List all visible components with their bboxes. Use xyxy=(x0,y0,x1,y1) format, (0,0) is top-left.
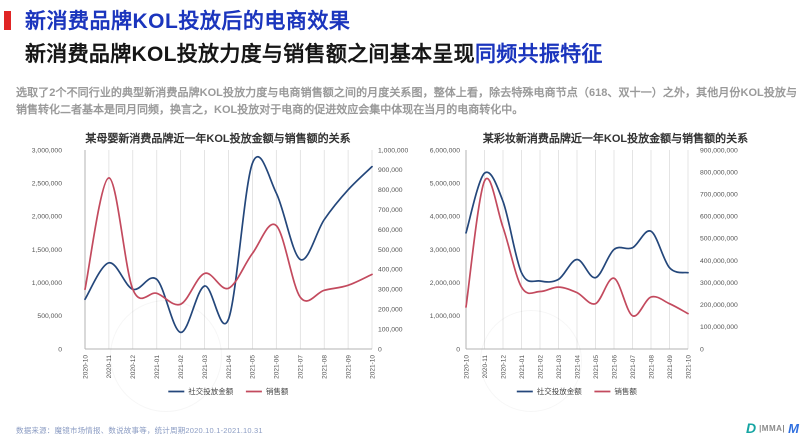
svg-text:2021-06: 2021-06 xyxy=(611,355,618,379)
svg-text:1,000,000: 1,000,000 xyxy=(32,280,62,287)
svg-text:0: 0 xyxy=(700,346,704,353)
title-bullet xyxy=(4,11,11,30)
spend-line xyxy=(465,171,689,283)
svg-text:2021-03: 2021-03 xyxy=(556,355,563,379)
svg-text:900,000: 900,000 xyxy=(378,167,403,174)
svg-text:3,000,000: 3,000,000 xyxy=(32,147,62,154)
diguang-logo: D xyxy=(745,420,757,436)
footer-logos: D |MMA| M xyxy=(746,420,799,436)
svg-text:2021-04: 2021-04 xyxy=(226,355,233,379)
left-chart-title: 某母婴新消费品牌近一年KOL投放金额与销售额的关系 xyxy=(85,133,351,145)
svg-text:400,000: 400,000 xyxy=(378,267,403,274)
right-chart: 某彩妆新消费品牌近一年KOL投放金额与销售额的关系 0 1,000,000 2,00… xyxy=(420,130,811,408)
svg-text:2021-01: 2021-01 xyxy=(519,355,526,379)
svg-text:2021-03: 2021-03 xyxy=(202,355,209,379)
svg-text:800,000,000: 800,000,000 xyxy=(700,169,738,176)
svg-text:800,000: 800,000 xyxy=(378,187,403,194)
svg-text:5,000,000: 5,000,000 xyxy=(430,181,460,188)
svg-text:600,000: 600,000 xyxy=(378,227,403,234)
svg-text:2,000,000: 2,000,000 xyxy=(32,214,62,221)
svg-text:2020-10: 2020-10 xyxy=(82,355,89,379)
svg-text:社交投放金额: 社交投放金额 xyxy=(537,386,582,396)
legend: 社交投放金额 销售额 xyxy=(516,386,637,396)
svg-text:2021-07: 2021-07 xyxy=(630,355,637,379)
svg-text:700,000: 700,000 xyxy=(378,207,403,214)
svg-text:2021-02: 2021-02 xyxy=(537,355,544,379)
svg-text:500,000,000: 500,000,000 xyxy=(700,236,738,243)
left-chart-svg: 0 500,000 1,000,000 1,500,000 2,000,000 2,500… xyxy=(32,147,409,396)
svg-text:500,000: 500,000 xyxy=(378,247,403,254)
svg-text:2021-05: 2021-05 xyxy=(250,355,257,379)
svg-text:4,000,000: 4,000,000 xyxy=(430,214,460,221)
svg-text:销售额: 销售额 xyxy=(266,386,289,396)
svg-text:200,000,000: 200,000,000 xyxy=(700,302,738,309)
svg-text:2020-11: 2020-11 xyxy=(106,355,113,379)
svg-text:1,000,000: 1,000,000 xyxy=(378,147,408,154)
svg-text:2021-02: 2021-02 xyxy=(178,355,185,379)
svg-text:0: 0 xyxy=(378,346,382,353)
m-logo: M xyxy=(788,420,799,436)
sales-line xyxy=(84,177,373,306)
svg-text:200,000: 200,000 xyxy=(378,307,403,314)
spend-line xyxy=(84,155,373,334)
svg-text:100,000: 100,000 xyxy=(378,326,403,333)
svg-text:500,000: 500,000 xyxy=(37,313,62,320)
subtitle-plain: 新消费品牌KOL投放力度与销售额之间基本呈现 xyxy=(25,43,475,66)
sales-line xyxy=(465,177,689,317)
body-paragraph: 选取了2个不同行业的典型新消费品牌KOL投放力度与电商销售额之间的月度关系图，整… xyxy=(16,87,797,116)
svg-text:2,000,000: 2,000,000 xyxy=(430,280,460,287)
subtitle-highlight: 同频共振特征 xyxy=(474,43,603,66)
right-chart-svg: 0 1,000,000 2,000,000 3,000,000 4,000,000 5,0… xyxy=(430,147,738,396)
svg-text:2021-08: 2021-08 xyxy=(648,355,655,379)
svg-text:2021-09: 2021-09 xyxy=(667,355,674,379)
svg-text:0: 0 xyxy=(456,346,460,353)
subtitle: 新消费品牌KOL投放力度与销售额之间基本呈现同频共振特征 xyxy=(25,38,603,68)
svg-text:社交投放金额: 社交投放金额 xyxy=(188,386,233,396)
svg-text:2,500,000: 2,500,000 xyxy=(32,181,62,188)
svg-text:2021-10: 2021-10 xyxy=(369,355,376,379)
gridlines xyxy=(84,150,373,349)
legend: 社交投放金额 销售额 xyxy=(168,386,289,396)
svg-text:2021-05: 2021-05 xyxy=(593,355,600,379)
right-axis-ticks: 0 100,000 200,000 300,000 400,000 500,000 600,… xyxy=(378,147,408,353)
data-source-note: 数据来源：魔镜市场情报、数说故事等，统计周期2020.10.1-2021.10.… xyxy=(16,426,263,435)
svg-text:2020-12: 2020-12 xyxy=(500,355,507,379)
page-title: 新消费品牌KOL投放后的电商效果 xyxy=(25,10,351,33)
mma-logo: |MMA| xyxy=(759,423,786,433)
svg-text:300,000: 300,000 xyxy=(378,287,403,294)
svg-text:2020-10: 2020-10 xyxy=(463,355,470,379)
left-axis-ticks: 0 1,000,000 2,000,000 3,000,000 4,000,000 5,0… xyxy=(430,147,460,353)
svg-text:2021-07: 2021-07 xyxy=(298,355,305,379)
svg-text:2021-04: 2021-04 xyxy=(574,355,581,379)
svg-text:2021-06: 2021-06 xyxy=(274,355,281,379)
right-axis-ticks: 0 100,000,000 200,000,000 300,000,000 400,00… xyxy=(700,147,738,353)
x-axis-ticks: 2020-10 2020-11 2020-12 2021-01 2021-02 2021-… xyxy=(463,355,692,379)
svg-text:2021-10: 2021-10 xyxy=(685,355,692,379)
svg-text:2021-09: 2021-09 xyxy=(345,355,352,379)
left-chart: 某母婴新消费品牌近一年KOL投放金额与销售额的关系 0 500,000 1,000,… xyxy=(18,130,418,408)
svg-text:销售额: 销售额 xyxy=(614,386,637,396)
gridlines xyxy=(465,150,689,349)
right-chart-title: 某彩妆新消费品牌近一年KOL投放金额与销售额的关系 xyxy=(482,133,749,145)
svg-text:2021-01: 2021-01 xyxy=(154,355,161,379)
svg-text:2020-11: 2020-11 xyxy=(482,355,489,379)
svg-text:700,000,000: 700,000,000 xyxy=(700,192,738,199)
svg-text:3,000,000: 3,000,000 xyxy=(430,247,460,254)
svg-text:400,000,000: 400,000,000 xyxy=(700,258,738,265)
left-axis-ticks: 0 500,000 1,000,000 1,500,000 2,000,000 2,500… xyxy=(32,147,62,353)
svg-text:0: 0 xyxy=(58,346,62,353)
svg-text:900,000,000: 900,000,000 xyxy=(700,147,738,154)
svg-text:600,000,000: 600,000,000 xyxy=(700,214,738,221)
svg-text:1,000,000: 1,000,000 xyxy=(430,313,460,320)
svg-text:6,000,000: 6,000,000 xyxy=(430,147,460,154)
svg-text:1,500,000: 1,500,000 xyxy=(32,247,62,254)
svg-text:100,000,000: 100,000,000 xyxy=(700,324,738,331)
svg-text:300,000,000: 300,000,000 xyxy=(700,280,738,287)
x-axis-ticks: 2020-10 2020-11 2020-12 2021-01 2021-02 2021-… xyxy=(82,355,376,379)
svg-text:2021-08: 2021-08 xyxy=(322,355,329,379)
svg-text:2020-12: 2020-12 xyxy=(130,355,137,379)
